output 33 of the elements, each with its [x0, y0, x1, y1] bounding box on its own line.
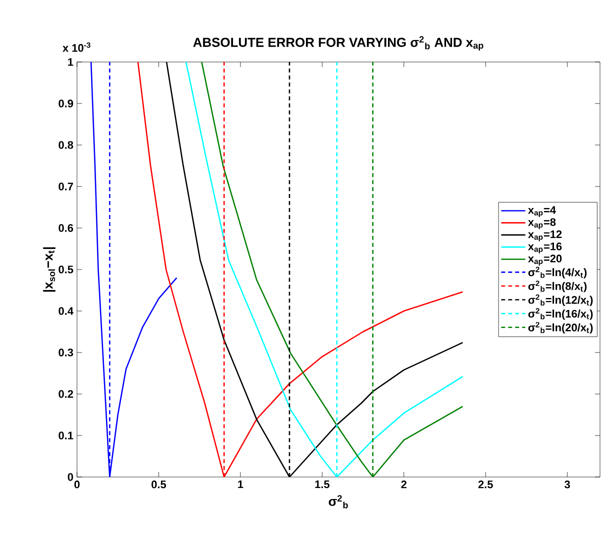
y-axis-title: |x$_{sol}$−x$_{t}$| [43, 247, 56, 292]
legend-label: x$_{ap}$=20 [528, 254, 562, 266]
x-tick-label: 0.5 [152, 480, 166, 488]
y-tick-label: 0.5 [58, 266, 74, 274]
x-axis-title: σ$^{2}$b [328, 495, 348, 508]
y-tick-label: 0.4 [58, 307, 74, 315]
chart-title: ABSOLUTE ERROR FOR VARYING σ$^{2}$$_{b}$ AND x$_{ap}$ [193, 36, 484, 50]
x-tick-label: 2 [401, 480, 406, 488]
x-tick-label: 2.5 [478, 480, 493, 488]
y-tick-label: 0.9 [58, 100, 74, 108]
legend-label: σ$^{2}$$_{b}$=ln(16/x$_{t}$) [528, 308, 593, 320]
legend-label: x$_{ap}$=8 [528, 218, 556, 230]
y-tick-label: 0.6 [58, 224, 74, 232]
x-tick-label: 1 [238, 480, 244, 488]
legend-label: σ$^{2}$$_{b}$=ln(8/x$_{t}$) [528, 280, 587, 292]
legend-label: σ$^{2}$$_{b}$=ln(12/x$_{t}$) [528, 294, 593, 306]
legend-label: σ$^{2}$$_{b}$=ln(20/x$_{t}$) [528, 322, 593, 334]
y-tick-label: 0.2 [58, 390, 74, 398]
y-tick-label: 1 [68, 58, 74, 66]
legend-label: x$_{ap}$=16 [528, 242, 562, 254]
line-series [90, 62, 178, 477]
y-tick-label: 0.1 [58, 432, 74, 440]
x-tick-label: 1.5 [315, 480, 330, 488]
y-tick-label: 0.7 [58, 182, 73, 190]
x-tick-label: 3 [564, 480, 570, 488]
legend-label: σ$^{2}$$_{b}$=ln(4/x$_{t}$) [528, 266, 587, 278]
y-tick-label: 0.8 [58, 141, 74, 149]
x-tick-label: 0 [74, 480, 80, 488]
y-tick-label: 0 [68, 473, 74, 481]
legend-label: x$_{ap}$=4 [528, 206, 556, 217]
y-tick-label: 0.3 [58, 348, 74, 356]
text: x 10$^{-3}$ [62, 42, 90, 52]
legend-label: x$_{ap}$=12 [528, 230, 562, 242]
